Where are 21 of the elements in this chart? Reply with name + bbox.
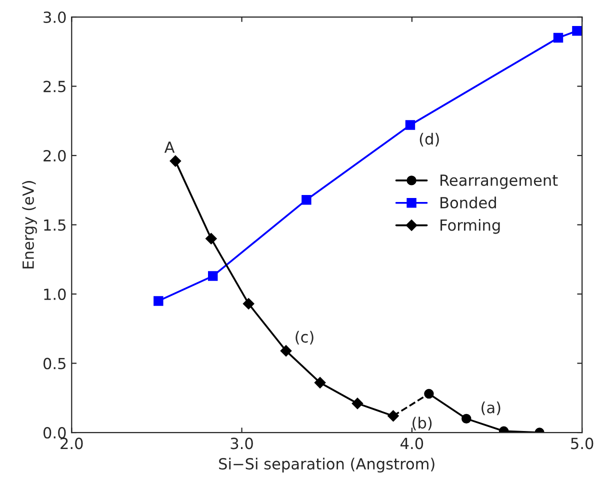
y-tick-label: 2.0: [44, 150, 66, 162]
annotation: (d): [420, 132, 439, 147]
y-axis-title: Energy (eV): [22, 181, 37, 268]
legend-label: Forming: [440, 219, 500, 234]
y-tick-label: 1.5: [44, 219, 66, 231]
legend-label: Bonded: [440, 196, 496, 208]
y-tick-label: 0.0: [43, 427, 66, 439]
y-tick-label: 0.5: [43, 358, 66, 370]
y-tick-label: 2.5: [44, 80, 66, 92]
annotation: (a): [482, 402, 500, 416]
y-tick-label: 1.0: [44, 288, 66, 300]
x-tick-label: 3.0: [230, 438, 253, 450]
annotation: (b): [412, 416, 432, 430]
annotation: A: [164, 142, 175, 153]
annotation: (c): [296, 330, 314, 344]
x-tick-label: 4.0: [400, 438, 424, 450]
x-tick-label: 2.0: [60, 438, 83, 450]
x-axis-title: Si−Si separation (Angstrom): [219, 458, 434, 473]
legend-label: Rearrangement: [440, 174, 558, 189]
x-tick-label: 5.0: [571, 438, 594, 450]
y-tick-label: 3.0: [44, 11, 66, 24]
